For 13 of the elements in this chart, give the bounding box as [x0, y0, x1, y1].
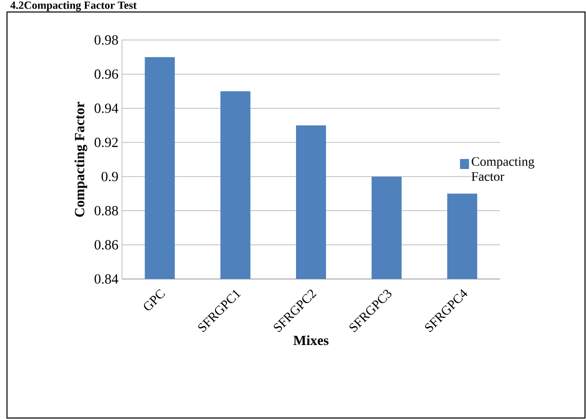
x-tick-label: GPC [144, 289, 166, 310]
y-tick-label: 0.92 [94, 138, 118, 148]
y-tick-label: 0.84 [94, 274, 118, 284]
y-tick-label: 0.96 [94, 69, 118, 79]
legend-label: Compacting Factor [472, 157, 534, 181]
y-axis-title: Compacting Factor [74, 102, 88, 217]
x-axis-title: Mixes [293, 335, 328, 346]
y-tick-label: 0.86 [94, 240, 118, 250]
y-tick-label: 0.88 [94, 206, 118, 216]
y-tick-label: 0.94 [94, 104, 118, 114]
y-tick-label: 0.9 [102, 172, 118, 182]
y-tick-label: 0.98 [94, 35, 118, 45]
chart-title: 4.2Compacting Factor Test [10, 1, 137, 12]
